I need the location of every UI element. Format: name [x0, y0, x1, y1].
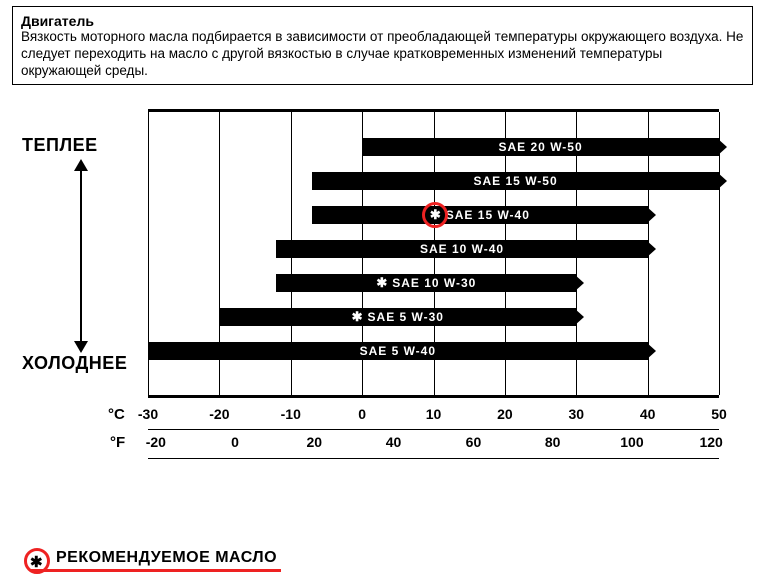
legend-asterisk-icon: ✱ [30, 553, 42, 571]
fahrenheit-axis: -20 0 20 40 60 80 100 120 [148, 434, 719, 454]
label-colder: ХОЛОДНЕЕ [22, 353, 127, 374]
oil-grade-label: SAE 5 W-30 [368, 310, 444, 324]
axis-separator [148, 429, 719, 430]
bar-arrow-icon [646, 206, 656, 224]
oil-grade-label: SAE 10 W-40 [420, 242, 504, 256]
oil-grade-label: SAE 15 W-40 [446, 208, 530, 222]
c-tick: 0 [358, 406, 366, 422]
oil-grade-bar: ✱SAE 15 W-40 [312, 206, 647, 224]
oil-grade-label: SAE 10 W-30 [392, 276, 476, 290]
oil-grade-bar: SAE 20 W-50 [362, 138, 719, 156]
f-tick: 20 [307, 434, 323, 450]
c-tick: 40 [640, 406, 656, 422]
axis-bottom-line [148, 458, 719, 459]
recommended-asterisk-icon: ✱ [352, 309, 364, 325]
chart-plot-area: SAE 20 W-50SAE 15 W-50✱SAE 15 W-40SAE 10… [148, 109, 719, 398]
c-tick: 50 [711, 406, 727, 422]
legend-text: РЕКОМЕНДУЕМОЕ МАСЛО [30, 549, 281, 572]
oil-grade-bar: ✱ SAE 5 W-30 [219, 308, 576, 326]
recommended-asterisk-icon: ✱ [376, 275, 388, 291]
bar-arrow-icon [646, 342, 656, 360]
bar-arrow-icon [574, 274, 584, 292]
c-tick: -20 [209, 406, 229, 422]
oil-grade-label: SAE 20 W-50 [499, 140, 583, 154]
bar-arrow-icon [717, 172, 727, 190]
temperature-direction-arrow [80, 169, 82, 343]
oil-grade-label: SAE 5 W-40 [360, 344, 436, 358]
highlight-ring [422, 202, 448, 228]
f-tick: 120 [699, 434, 722, 450]
viscosity-chart: ТЕПЛЕЕ ХОЛОДНЕЕ SAE 20 W-50SAE 15 W-50✱S… [30, 109, 735, 472]
f-tick: 100 [620, 434, 643, 450]
c-tick: 20 [497, 406, 513, 422]
f-tick: 40 [386, 434, 402, 450]
oil-grade-label: SAE 15 W-50 [474, 174, 558, 188]
oil-grade-bar: SAE 5 W-40 [148, 342, 648, 360]
bar-arrow-icon [717, 138, 727, 156]
c-tick: -10 [281, 406, 301, 422]
fahrenheit-unit: °F [110, 434, 125, 451]
oil-grade-bar: SAE 10 W-40 [276, 240, 647, 258]
header-title: Двигатель [21, 13, 744, 29]
bar-arrow-icon [574, 308, 584, 326]
header-box: Двигатель Вязкость моторного масла подби… [12, 6, 753, 85]
f-tick: -20 [146, 434, 166, 450]
bar-arrow-icon [646, 240, 656, 258]
header-description: Вязкость моторного масла подбирается в з… [21, 29, 744, 80]
c-tick: 30 [568, 406, 584, 422]
celsius-unit: °C [108, 406, 125, 423]
f-tick: 60 [466, 434, 482, 450]
c-tick: -30 [138, 406, 158, 422]
oil-grade-bar: ✱ SAE 10 W-30 [276, 274, 576, 292]
f-tick: 0 [231, 434, 239, 450]
c-tick: 10 [426, 406, 442, 422]
celsius-axis: -30-20-1001020304050 [148, 406, 719, 426]
f-tick: 80 [545, 434, 561, 450]
label-warmer: ТЕПЛЕЕ [22, 135, 98, 156]
oil-grade-bar: SAE 15 W-50 [312, 172, 719, 190]
